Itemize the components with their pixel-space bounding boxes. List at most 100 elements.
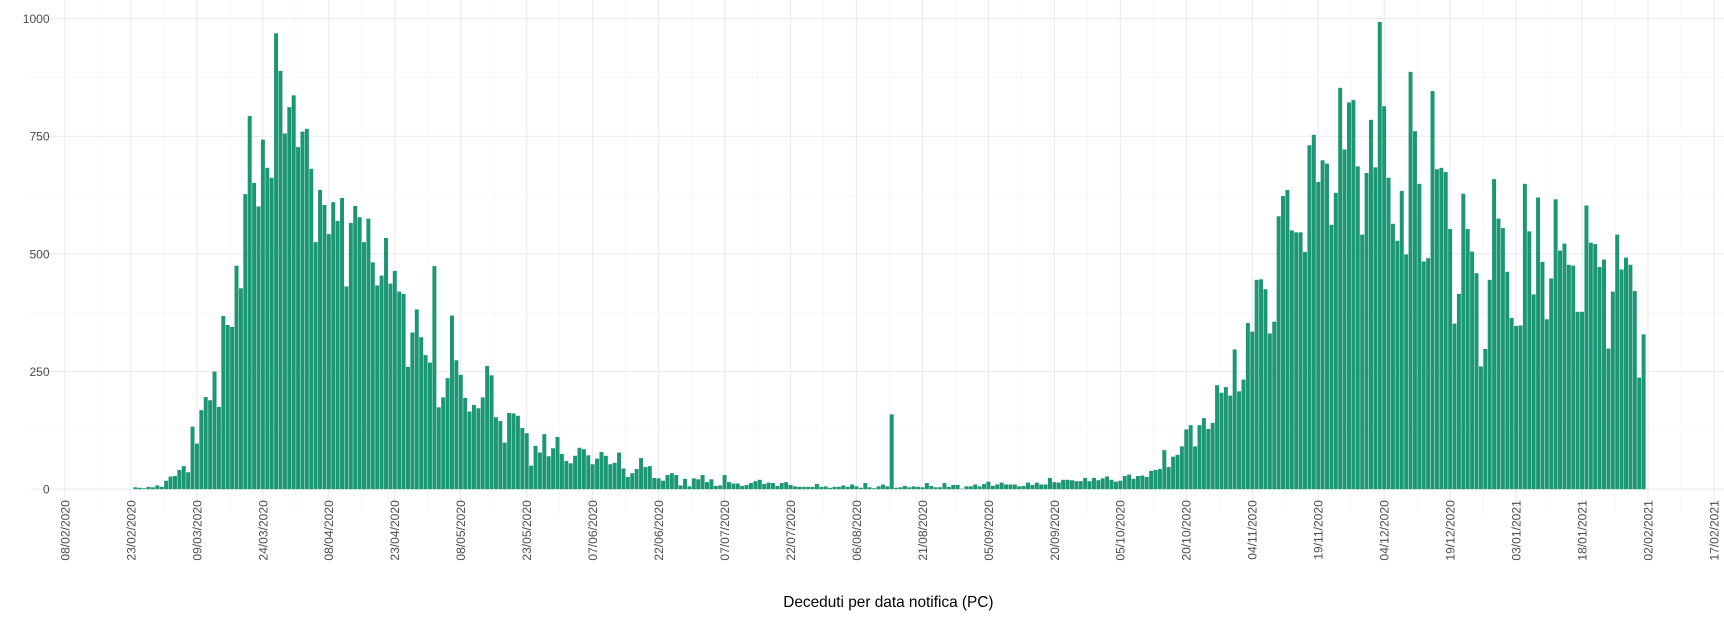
- bar: [1201, 418, 1206, 490]
- x-tick-label: 08/02/2020: [58, 500, 72, 561]
- bar: [164, 480, 169, 490]
- x-tick-label: 08/04/2020: [322, 500, 336, 561]
- bar: [291, 95, 296, 490]
- bar: [823, 486, 828, 490]
- bar: [1188, 425, 1193, 490]
- bar: [1549, 278, 1554, 490]
- bar: [1210, 422, 1215, 490]
- bar: [159, 486, 164, 490]
- bar: [1333, 192, 1338, 490]
- bar: [1412, 131, 1417, 490]
- bar: [133, 487, 138, 490]
- bar: [1351, 100, 1356, 490]
- bar: [1443, 172, 1448, 490]
- x-tick-label: 07/06/2020: [586, 500, 600, 561]
- bar: [1536, 197, 1541, 490]
- bar: [1496, 218, 1501, 490]
- bar: [1540, 261, 1545, 490]
- bar: [964, 486, 969, 490]
- bar: [379, 275, 384, 490]
- x-tick-label: 23/02/2020: [124, 500, 138, 561]
- bar: [731, 483, 736, 490]
- bar: [1430, 91, 1435, 490]
- bar: [1342, 149, 1347, 490]
- bar: [1281, 196, 1286, 490]
- bar: [401, 293, 406, 490]
- bar: [559, 453, 564, 490]
- x-tick-label: 22/07/2020: [784, 500, 798, 561]
- bar: [529, 465, 534, 490]
- bar: [546, 456, 551, 490]
- bar: [1426, 258, 1431, 490]
- bar: [1113, 481, 1118, 490]
- bar: [1043, 484, 1048, 490]
- bar: [1325, 163, 1329, 490]
- bar: [1241, 379, 1246, 490]
- bar: [445, 378, 450, 490]
- bar: [436, 407, 441, 490]
- bar: [370, 262, 375, 490]
- bar: [639, 458, 644, 490]
- bar: [1619, 269, 1624, 490]
- bar: [1259, 279, 1264, 490]
- bar: [1465, 228, 1470, 490]
- bar: [1487, 279, 1492, 490]
- bar: [458, 374, 463, 490]
- bar: [322, 205, 327, 490]
- bar: [1448, 228, 1453, 490]
- bar: [990, 485, 995, 490]
- bar: [1575, 311, 1580, 490]
- bar: [968, 486, 973, 490]
- bar: [168, 476, 173, 490]
- bar: [1311, 134, 1316, 490]
- bar: [419, 337, 424, 490]
- bar: [212, 371, 217, 490]
- bar: [1439, 167, 1444, 490]
- bar: [1171, 456, 1176, 490]
- bar: [753, 481, 758, 490]
- bar: [577, 447, 582, 490]
- x-tick-label: 23/05/2020: [520, 500, 534, 561]
- bar: [410, 332, 415, 490]
- bar: [340, 197, 345, 490]
- x-tick-label: 07/07/2020: [718, 500, 732, 561]
- bar: [1272, 321, 1277, 490]
- bar: [1500, 228, 1505, 490]
- bar: [696, 479, 701, 490]
- bar: [709, 479, 714, 490]
- bar: [1307, 145, 1312, 490]
- bar: [1039, 484, 1044, 490]
- bar: [1558, 250, 1563, 490]
- bar: [977, 486, 982, 490]
- bar: [1386, 177, 1391, 490]
- bar: [432, 266, 437, 490]
- bar: [362, 242, 367, 490]
- bar: [1641, 334, 1646, 490]
- bar: [247, 116, 252, 490]
- bar: [1162, 450, 1167, 490]
- bar: [186, 472, 191, 490]
- x-tick-label: 21/08/2020: [916, 500, 930, 561]
- y-tick-label: 750: [29, 130, 49, 144]
- bar: [1421, 261, 1426, 490]
- bar: [766, 482, 771, 490]
- x-tick-label: 19/11/2020: [1312, 500, 1326, 560]
- bar: [1544, 319, 1549, 490]
- bar: [621, 468, 626, 490]
- bar: [863, 483, 868, 490]
- bar: [1078, 481, 1083, 490]
- bar: [278, 70, 283, 490]
- bar: [647, 466, 652, 490]
- bar: [828, 487, 833, 490]
- bar: [1087, 481, 1092, 490]
- bar: [788, 484, 793, 490]
- bar: [1069, 480, 1074, 490]
- bar: [234, 265, 239, 490]
- bar: [625, 476, 630, 490]
- bar: [1135, 476, 1140, 490]
- x-tick-label: 05/09/2020: [982, 500, 996, 561]
- bar: [423, 355, 428, 490]
- bar: [471, 404, 476, 490]
- bar: [902, 485, 907, 490]
- bar: [643, 467, 648, 490]
